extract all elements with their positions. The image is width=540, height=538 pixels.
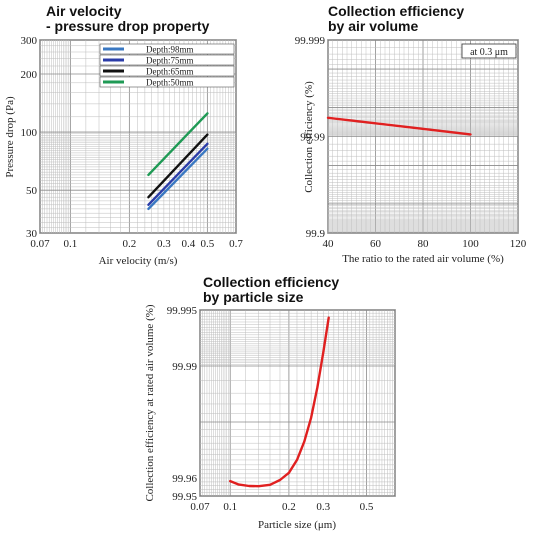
x-tick-label: 0.07 — [190, 501, 210, 513]
x-axis-label: The ratio to the rated air volume (%) — [342, 253, 504, 265]
legend-label: Depth:50mm — [146, 78, 194, 88]
chart-title-line-2: - pressure drop property — [46, 18, 210, 34]
y-tick-label: 99.999 — [295, 35, 326, 47]
y-tick-label: 99.95 — [172, 491, 197, 503]
x-tick-label: 0.2 — [282, 501, 296, 513]
y-tick-label: 99.995 — [167, 305, 198, 317]
series-lines — [228, 316, 330, 488]
x-tick-label: 0.2 — [122, 238, 136, 250]
grid — [199, 309, 396, 497]
y-tick-label: 30 — [26, 228, 38, 240]
series-lines — [326, 116, 472, 136]
legend-label: Depth:75mm — [146, 56, 194, 66]
y-tick-label: 99.99 — [300, 132, 325, 144]
series-line — [228, 316, 330, 488]
chart-air-velocity-pressure-drop: Air velocity - pressure drop property Dep… — [4, 3, 243, 267]
series-line — [326, 116, 472, 136]
series-line — [147, 112, 209, 177]
y-tick-label: 99.99 — [172, 361, 197, 373]
y-axis-label: Pressure drop (Pa) — [4, 96, 16, 178]
x-tick-label: 40 — [323, 238, 335, 250]
chart-title: Air velocity - pressure drop property — [46, 3, 210, 34]
plot-area — [327, 39, 519, 234]
x-axis-label: Particle size (μm) — [258, 519, 336, 531]
series-line — [147, 147, 209, 211]
x-tick-label: 100 — [462, 238, 479, 250]
x-tick-label: 0.3 — [316, 501, 330, 513]
y-axis-label: Collection efficiency (%) — [303, 81, 315, 193]
grid — [39, 39, 237, 234]
x-ticks: 0.07 0.1 0.2 0.3 0.5 — [190, 501, 374, 513]
legend-entry-box — [99, 65, 235, 77]
y-tick-label: 200 — [21, 69, 38, 81]
series-line — [147, 142, 209, 207]
x-tick-label: 0.5 — [360, 501, 374, 513]
y-tick-label: 100 — [21, 127, 38, 139]
series-line — [147, 133, 209, 199]
annotation-frame — [461, 43, 517, 59]
legend-label: Depth:98mm — [146, 45, 194, 55]
chart-title-line-1: Collection efficiency — [328, 3, 464, 19]
legend-entry-box — [99, 76, 235, 88]
legend-entry-box — [99, 54, 235, 66]
x-tick-label: 0.07 — [30, 238, 50, 250]
x-ticks: 40 60 80 100 120 — [323, 238, 527, 250]
x-tick-label: 0.7 — [229, 238, 243, 250]
y-ticks: 99.95 99.96 99.99 99.995 — [167, 305, 198, 503]
chart-title-line-2: by air volume — [328, 18, 418, 34]
y-ticks: 30 50 100 200 300 — [21, 35, 38, 240]
chart-title-line-2: by particle size — [203, 289, 304, 305]
x-ticks: 0.07 0.1 0.2 0.3 0.4 0.5 0.7 — [30, 238, 243, 250]
chart-title: Collection efficiency by particle size — [203, 274, 339, 305]
x-tick-label: 80 — [418, 238, 430, 250]
plot-frame — [199, 309, 396, 497]
x-tick-label: 60 — [370, 238, 382, 250]
chart-title-line-1: Air velocity — [46, 3, 122, 19]
y-tick-label: 99.96 — [172, 473, 197, 485]
x-tick-label: 0.1 — [223, 501, 237, 513]
chart-efficiency-by-particle-size: Collection efficiency by particle size 0.… — [144, 274, 396, 531]
x-tick-label: 0.3 — [157, 238, 171, 250]
x-tick-label: 0.5 — [200, 238, 214, 250]
chart-title: Collection efficiency by air volume — [328, 3, 464, 34]
x-tick-label: 0.4 — [181, 238, 195, 250]
x-tick-label: 120 — [510, 238, 527, 250]
series-lines — [147, 112, 209, 211]
y-ticks: 99.9 99.99 99.999 — [295, 35, 326, 240]
chart-title-line-1: Collection efficiency — [203, 274, 339, 290]
y-tick-label: 99.9 — [306, 228, 326, 240]
legend-label: Depth:65mm — [146, 67, 194, 77]
y-tick-label: 50 — [26, 185, 38, 197]
y-axis-label: Collection efficiency at rated air volum… — [144, 304, 156, 501]
legend-entry-box — [99, 43, 235, 55]
annotation-box: at 0.3 μm — [461, 43, 517, 59]
x-tick-label: 0.1 — [63, 238, 77, 250]
chart-efficiency-by-air-volume: Collection efficiency by air volume at 0.… — [295, 3, 527, 265]
plot-area — [199, 309, 396, 497]
x-axis-label: Air velocity (m/s) — [99, 255, 178, 267]
grid — [327, 39, 519, 234]
annotation-text: at 0.3 μm — [470, 47, 508, 58]
y-tick-label: 300 — [21, 35, 38, 47]
